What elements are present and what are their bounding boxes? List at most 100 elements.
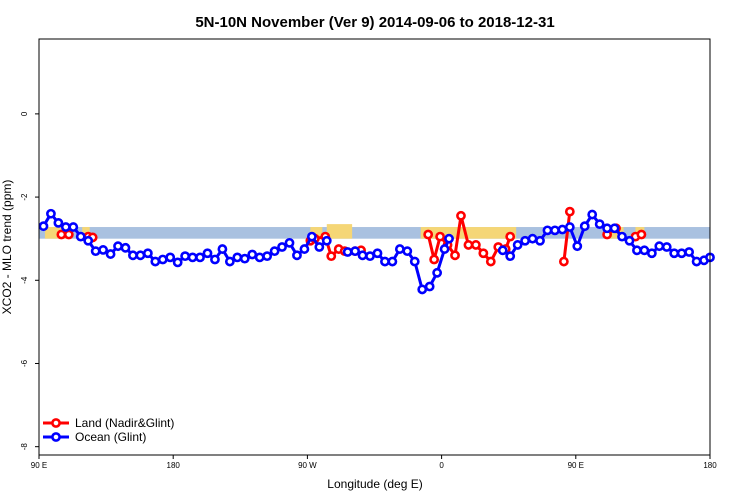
series-1-point-2-2 bbox=[512, 240, 523, 250]
series-1-point-0-30 bbox=[262, 251, 273, 262]
legend-label-1: Ocean (Glint) bbox=[75, 430, 146, 444]
series-1-point-0-16 bbox=[157, 254, 168, 265]
series-1-point-0-33 bbox=[284, 237, 295, 248]
highlight-band-4 bbox=[420, 227, 517, 239]
series-1-point-2-18 bbox=[632, 245, 642, 256]
series-0-point-3-9 bbox=[485, 256, 496, 267]
series-1-point-2-24 bbox=[676, 248, 687, 259]
series-1-point-0-12 bbox=[128, 250, 138, 261]
x-tick-label-5: 180 bbox=[703, 461, 717, 470]
series-0-point-3-2 bbox=[435, 231, 446, 242]
series-0-point-0-0 bbox=[56, 229, 67, 240]
series-1-point-2-3 bbox=[520, 235, 531, 246]
series-1-point-2-13 bbox=[594, 219, 605, 230]
series-1-point-2-7 bbox=[550, 225, 560, 236]
chart-title: 5N-10N November (Ver 9) 2014-09-06 to 20… bbox=[195, 14, 554, 31]
legend: Land (Nadir&Glint)Ocean (Glint) bbox=[43, 416, 174, 444]
axes: 90 E 180 90 W 0 90 E 180 0 -2 -4 -6 -8 bbox=[20, 111, 717, 470]
series-1-point-0-38 bbox=[321, 235, 332, 246]
series-1-point-2-21 bbox=[654, 241, 665, 252]
series-0-point-3-7 bbox=[470, 240, 481, 250]
series-0-point-0-1 bbox=[63, 229, 74, 240]
series-1-point-0-23 bbox=[210, 254, 220, 265]
series-1-point-0-6 bbox=[83, 235, 94, 246]
series-0-point-6-1 bbox=[636, 229, 647, 240]
series-1-point-0-0 bbox=[38, 221, 49, 232]
y-tick-label-4: -8 bbox=[20, 443, 29, 451]
series-1-point-0-10 bbox=[113, 241, 123, 252]
series-1-point-2-1 bbox=[505, 251, 516, 262]
series-0-point-3-6 bbox=[463, 240, 474, 250]
series-1-point-1-0 bbox=[342, 247, 353, 257]
series-1-point-0-1 bbox=[46, 208, 56, 219]
legend-marker-1 bbox=[51, 432, 61, 442]
series-1-point-0-29 bbox=[254, 252, 265, 263]
y-tick-label-1: -2 bbox=[20, 193, 29, 201]
series-1-point-0-14 bbox=[142, 248, 153, 259]
series-1-point-2-6 bbox=[542, 225, 553, 236]
series-1-point-0-19 bbox=[180, 251, 191, 262]
series-1-point-0-18 bbox=[172, 257, 183, 268]
series-0-point-3-12 bbox=[505, 231, 516, 242]
series-1-point-0-3 bbox=[60, 222, 71, 232]
series-0-point-4-1 bbox=[564, 206, 575, 217]
series-0-point-3-1 bbox=[429, 254, 440, 265]
series-1-point-0-24 bbox=[217, 244, 228, 254]
series-1-point-0-27 bbox=[239, 253, 250, 264]
series-0-point-3-0 bbox=[423, 229, 434, 240]
x-tick-label-3: 0 bbox=[439, 461, 444, 470]
legend-label-0: Land (Nadir&Glint) bbox=[75, 416, 174, 430]
series-1-point-2-22 bbox=[661, 242, 672, 252]
series-0-point-3-4 bbox=[450, 250, 460, 261]
y-axis-label: XCO2 - MLO trend (ppm) bbox=[0, 180, 14, 315]
series-1-point-0-28 bbox=[247, 249, 258, 260]
series-0-point-3-8 bbox=[478, 248, 489, 259]
series-1-point-1-4 bbox=[372, 248, 383, 259]
series-1-point-0-5 bbox=[75, 231, 86, 242]
series-1-point-0-37 bbox=[314, 242, 325, 252]
series-1-point-0-2 bbox=[53, 217, 64, 228]
y-tick-label-2: -4 bbox=[20, 276, 29, 284]
series-1-point-0-25 bbox=[224, 256, 235, 267]
series-1-point-0-17 bbox=[165, 252, 176, 263]
series-0-point-3-5 bbox=[456, 210, 466, 221]
series-1-point-1-1 bbox=[350, 246, 361, 257]
series-1-point-0-15 bbox=[150, 256, 161, 267]
series-1-point-2-26 bbox=[691, 256, 702, 267]
series-1-point-0-22 bbox=[202, 248, 213, 259]
series-1-point-0-20 bbox=[187, 252, 198, 263]
series-0-line-4 bbox=[562, 211, 572, 262]
series-1-point-2-9 bbox=[564, 222, 575, 232]
series-1-point-0-7 bbox=[90, 246, 101, 257]
series-1-point-0-9 bbox=[105, 249, 116, 259]
series-1-point-0-35 bbox=[299, 244, 310, 254]
series-1-point-2-5 bbox=[535, 235, 545, 246]
x-tick-label-4: 90 E bbox=[568, 461, 584, 470]
series-1-point-2-10 bbox=[572, 241, 583, 252]
series-1-point-2-19 bbox=[639, 245, 650, 256]
series-1-point-0-31 bbox=[269, 246, 280, 257]
series-0-point-4-0 bbox=[558, 256, 569, 267]
series-1-point-2-12 bbox=[587, 209, 598, 220]
x-tick-label-1: 180 bbox=[167, 461, 181, 470]
series-1-point-1-5 bbox=[380, 256, 390, 267]
series-1-point-0-26 bbox=[232, 252, 243, 263]
series-1-point-0-32 bbox=[277, 242, 287, 252]
plot-frame bbox=[38, 38, 711, 456]
series-1-point-2-0 bbox=[497, 245, 508, 256]
series-1-point-1-14 bbox=[444, 233, 454, 244]
series-0-point-2-3 bbox=[326, 251, 337, 262]
reference-band bbox=[39, 227, 710, 239]
y-tick-label-0: 0 bbox=[20, 111, 29, 116]
series-1-point-2-4 bbox=[527, 233, 538, 244]
series-1-point-2-11 bbox=[579, 221, 590, 232]
series-1-point-2-8 bbox=[557, 224, 568, 235]
series-1-point-1-3 bbox=[365, 251, 375, 262]
series-1-point-0-36 bbox=[306, 231, 317, 242]
series-1-point-1-8 bbox=[402, 246, 413, 257]
legend-marker-0 bbox=[51, 418, 61, 428]
x-tick-label-0: 90 E bbox=[31, 461, 47, 470]
series-1-point-2-17 bbox=[624, 235, 635, 246]
series-1 bbox=[38, 208, 715, 295]
highlight-band-0 bbox=[44, 227, 68, 239]
